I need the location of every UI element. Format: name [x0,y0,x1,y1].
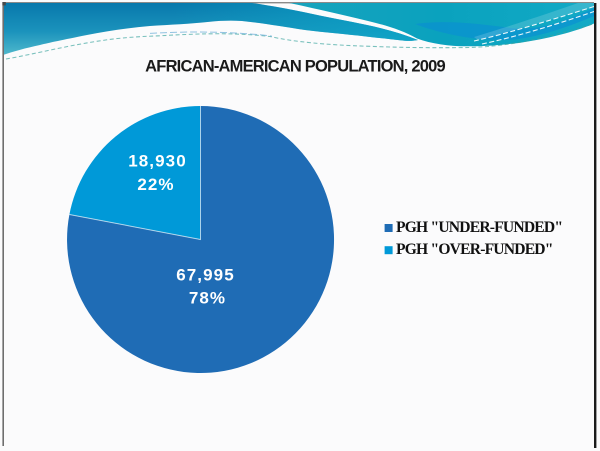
svg-text:PGH "UNDER-FUNDED": PGH "UNDER-FUNDED" [396,219,562,236]
svg-text:18,930: 18,930 [128,152,187,171]
svg-text:AFRICAN-AMERICAN POPULATION, 2: AFRICAN-AMERICAN POPULATION, 2009 [145,58,445,76]
svg-text:78%: 78% [189,289,226,308]
svg-text:67,995: 67,995 [176,266,235,285]
svg-text:PGH "OVER-FUNDED": PGH "OVER-FUNDED" [396,241,553,258]
svg-text:22%: 22% [137,175,174,194]
